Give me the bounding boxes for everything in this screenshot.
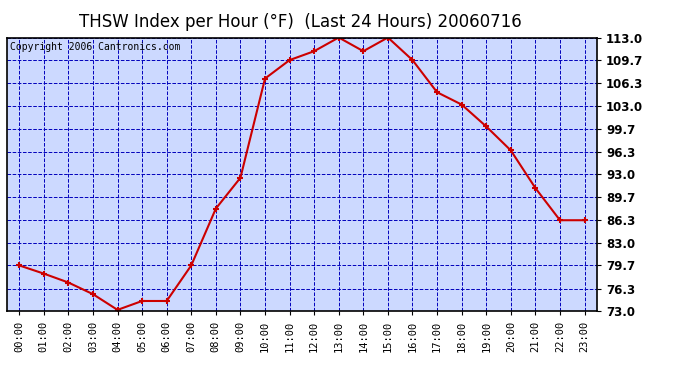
Text: THSW Index per Hour (°F)  (Last 24 Hours) 20060716: THSW Index per Hour (°F) (Last 24 Hours)…: [79, 13, 522, 31]
Text: Copyright 2006 Cantronics.com: Copyright 2006 Cantronics.com: [10, 42, 180, 52]
